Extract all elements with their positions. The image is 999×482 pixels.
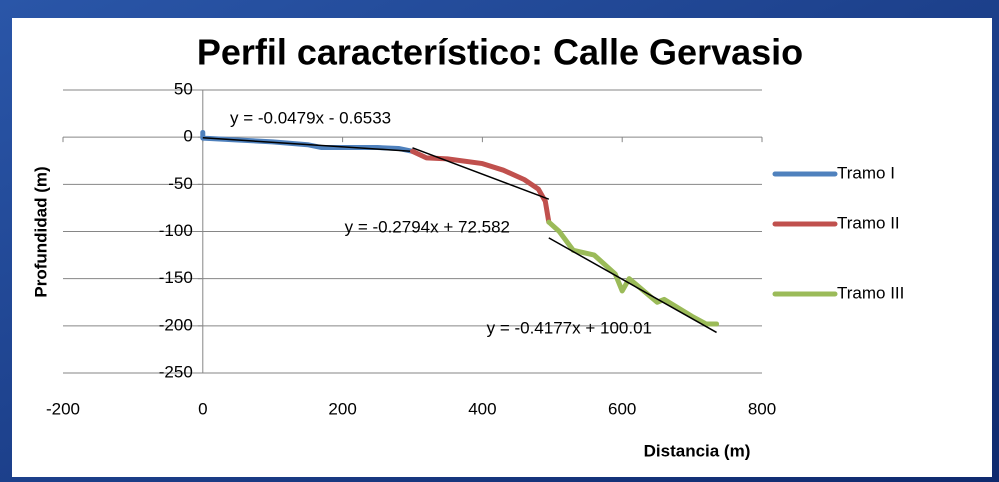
x-tick-label: 400 — [468, 399, 496, 418]
legend-label: Tramo I — [837, 163, 895, 182]
trendline — [548, 237, 717, 334]
trendline — [202, 137, 413, 153]
x-tick-label: 200 — [328, 399, 356, 418]
trendline-equation: y = -0.0479x - 0.6533 — [230, 108, 391, 127]
y-axis-label: Profundidad (m) — [31, 166, 50, 297]
y-tick-label: -50 — [168, 174, 193, 193]
x-tick-label: -200 — [46, 399, 80, 418]
trendline — [412, 147, 550, 200]
legend-label: Tramo III — [837, 283, 904, 302]
y-tick-label: -150 — [159, 268, 193, 287]
chart-title: Perfil característico: Calle Gervasio — [197, 32, 803, 73]
y-tick-label: -100 — [159, 221, 193, 240]
y-tick-label: 0 — [183, 127, 192, 146]
x-axis-label: Distancia (m) — [644, 441, 751, 460]
x-tick-label: 0 — [198, 399, 207, 418]
y-tick-label: -200 — [159, 315, 193, 334]
trendline-equation: y = -0.4177x + 100.01 — [487, 318, 652, 337]
y-tick-label: -250 — [159, 362, 193, 381]
series-line — [546, 219, 720, 327]
x-tick-label: 600 — [608, 399, 636, 418]
legend-label: Tramo II — [837, 213, 900, 232]
trendline-equation: y = -0.2794x + 72.582 — [345, 217, 510, 236]
chart-area — [12, 18, 992, 477]
y-tick-label: 50 — [174, 79, 193, 98]
x-tick-label: 800 — [748, 399, 776, 418]
